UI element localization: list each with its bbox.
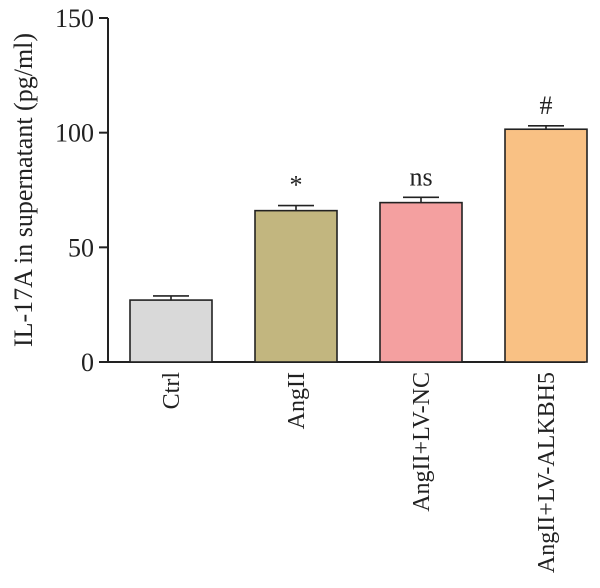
bar-3 [504,128,588,363]
y-ticks: 0 50 100 150 [55,4,108,377]
annotation-3: # [540,91,553,120]
annotation-1: * [290,171,303,200]
x-tick-label-0: Ctrl [159,372,185,410]
bar-1 [254,209,338,363]
x-tick-labels: Ctrl AngII AngII+LV-NC AngII+LV-ALKBH5 [159,372,560,573]
significance-annotations: * ns # [290,91,553,200]
y-tick-label: 150 [55,4,94,33]
bar-2 [379,201,463,363]
x-tick-label-2: AngII+LV-NC [409,372,435,512]
annotation-2: ns [409,162,432,191]
y-tick-label: 0 [81,348,94,377]
error-bars [153,124,564,301]
bars [129,128,588,363]
bar-0 [129,299,213,363]
y-axis-label: IL-17A in supernatant (pg/ml) [9,33,38,347]
x-tick-label-3: AngII+LV-ALKBH5 [534,372,560,573]
x-tick-label-1: AngII [284,372,310,429]
y-tick-label: 100 [55,119,94,148]
y-tick-label: 50 [68,233,94,262]
